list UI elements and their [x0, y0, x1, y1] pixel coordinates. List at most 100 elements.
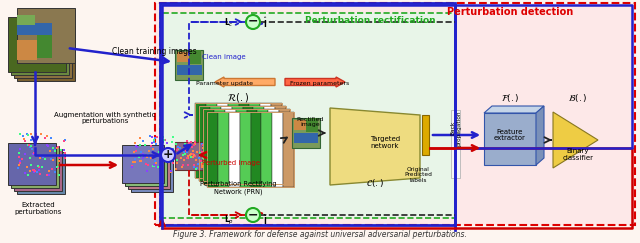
Bar	[176, 162, 178, 164]
Bar	[41, 166, 43, 168]
Bar	[54, 149, 56, 151]
Bar	[37, 165, 40, 167]
Bar	[175, 149, 178, 151]
Bar	[194, 155, 196, 157]
Bar	[140, 151, 142, 153]
Bar	[30, 145, 33, 147]
Bar	[175, 50, 203, 80]
Bar	[243, 106, 253, 181]
Bar	[159, 154, 161, 156]
Bar	[11, 146, 59, 188]
Bar	[172, 162, 174, 164]
Bar	[148, 150, 150, 152]
Bar	[143, 155, 145, 157]
Bar	[165, 151, 167, 153]
Bar	[172, 148, 174, 150]
Bar	[138, 156, 140, 158]
Bar	[141, 140, 144, 142]
Bar	[161, 141, 164, 143]
FancyArrow shape	[285, 77, 345, 87]
Bar	[8, 17, 66, 72]
Bar	[131, 166, 133, 168]
Bar	[146, 156, 148, 158]
Bar	[52, 158, 54, 161]
Bar	[147, 155, 148, 156]
Bar	[202, 147, 204, 148]
Text: +: +	[163, 148, 173, 161]
Bar	[177, 148, 179, 150]
Bar	[45, 135, 48, 137]
Bar	[18, 153, 20, 155]
Bar	[171, 156, 173, 158]
Bar	[32, 153, 34, 155]
Bar	[160, 13, 455, 218]
Bar	[187, 156, 189, 158]
Bar	[145, 163, 147, 165]
Bar	[33, 169, 35, 171]
Bar	[30, 133, 32, 135]
Bar	[185, 150, 187, 152]
Bar	[57, 167, 59, 169]
Bar	[183, 151, 185, 153]
Bar	[125, 148, 167, 186]
Bar	[29, 157, 31, 159]
Bar	[157, 166, 159, 168]
Bar	[202, 166, 204, 168]
Bar	[131, 154, 173, 192]
Bar	[58, 174, 60, 176]
Bar	[56, 166, 58, 168]
Bar	[170, 171, 172, 173]
Bar	[46, 144, 48, 146]
Bar	[22, 135, 24, 137]
Bar	[18, 156, 20, 158]
Bar	[26, 166, 28, 168]
Text: Perturbation Rectifying
Network (PRN): Perturbation Rectifying Network (PRN)	[200, 181, 276, 195]
Text: $\mathbf{L}_c$: $\mathbf{L}_c$	[224, 17, 234, 29]
Bar	[203, 109, 214, 184]
Text: Original
Predicted
labels: Original Predicted labels	[404, 167, 432, 183]
Bar	[26, 144, 29, 146]
Bar	[177, 146, 179, 148]
Bar	[271, 103, 282, 178]
Bar	[272, 112, 283, 187]
Bar	[196, 167, 198, 169]
Bar	[58, 160, 60, 162]
Bar	[158, 151, 160, 153]
Bar	[177, 148, 179, 149]
Bar	[193, 144, 195, 146]
Bar	[51, 168, 53, 170]
Bar	[143, 154, 145, 156]
Text: $\mathbf{L}_p$: $\mathbf{L}_p$	[224, 213, 234, 226]
Bar	[175, 143, 177, 145]
Bar	[193, 166, 195, 168]
Bar	[268, 109, 279, 184]
Bar	[172, 155, 174, 157]
Bar	[44, 137, 46, 139]
Text: −: −	[248, 15, 259, 28]
Bar	[34, 170, 36, 172]
Bar	[28, 144, 30, 146]
Bar	[24, 140, 26, 142]
Bar	[156, 136, 158, 138]
Bar	[207, 112, 294, 187]
Bar	[47, 145, 49, 148]
Text: $\mathcal{B}(.)$: $\mathcal{B}(.)$	[568, 92, 588, 104]
Bar	[177, 148, 179, 150]
Bar	[160, 3, 455, 225]
Bar	[29, 170, 31, 172]
Bar	[182, 154, 184, 156]
Bar	[484, 113, 536, 165]
Bar	[19, 133, 21, 135]
Bar	[64, 152, 66, 154]
Bar	[184, 143, 186, 145]
Bar	[26, 133, 28, 135]
Bar	[151, 136, 153, 138]
Bar	[33, 171, 35, 173]
Text: Clean training images: Clean training images	[112, 47, 196, 57]
Bar	[179, 147, 181, 149]
Bar	[206, 103, 217, 178]
Bar	[159, 153, 162, 155]
Text: Perturbation rectification: Perturbation rectification	[305, 16, 435, 25]
Bar	[35, 133, 37, 135]
Bar	[250, 103, 260, 178]
